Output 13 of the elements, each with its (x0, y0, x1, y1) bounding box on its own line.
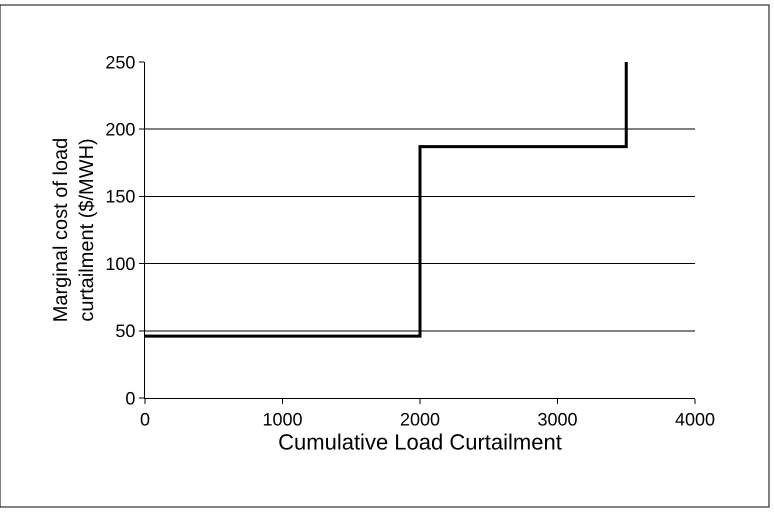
x-tick-label: 2000 (400, 410, 440, 430)
y-tick-label: 50 (115, 321, 136, 342)
y-tick-label: 0 (125, 388, 136, 408)
y-tick-label: 200 (105, 120, 136, 140)
x-tick-label: 1000 (262, 410, 303, 430)
y-axis-title: Marginal cost of load curtailment ($/MWH) (50, 138, 98, 322)
x-axis-title: Cumulative Load Curtailment (278, 430, 562, 455)
x-tick-label: 0 (140, 410, 150, 430)
y-tick-label: 100 (105, 254, 136, 274)
y-tick-label: 250 (105, 52, 136, 72)
y-tick-label: 150 (105, 186, 136, 207)
x-tick-label: 4000 (674, 410, 716, 430)
x-tick-label: 3000 (537, 410, 578, 430)
